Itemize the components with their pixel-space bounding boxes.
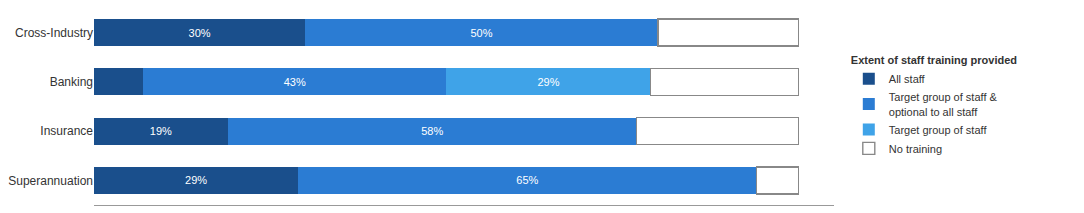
svg-text:30%: 30% <box>189 27 211 39</box>
svg-text:All staff: All staff <box>889 73 926 85</box>
svg-text:29%: 29% <box>185 174 207 186</box>
svg-text:19%: 19% <box>150 125 172 137</box>
svg-text:29%: 29% <box>537 76 559 88</box>
svg-text:50%: 50% <box>471 27 493 39</box>
svg-text:Extent of staff training provi: Extent of staff training provided <box>851 54 1017 66</box>
svg-text:No training: No training <box>889 143 942 155</box>
svg-text:65%: 65% <box>516 174 538 186</box>
svg-text:Banking: Banking <box>50 75 93 89</box>
svg-text:Target group of staff: Target group of staff <box>889 124 988 136</box>
svg-text:Target group of staff &optiona: Target group of staff &optional to all s… <box>889 91 998 117</box>
svg-text:Insurance: Insurance <box>40 124 93 138</box>
svg-text:Superannuation: Superannuation <box>8 174 93 188</box>
svg-text:Cross-Industry: Cross-Industry <box>15 26 93 40</box>
svg-text:43%: 43% <box>284 76 306 88</box>
svg-text:58%: 58% <box>421 125 443 137</box>
